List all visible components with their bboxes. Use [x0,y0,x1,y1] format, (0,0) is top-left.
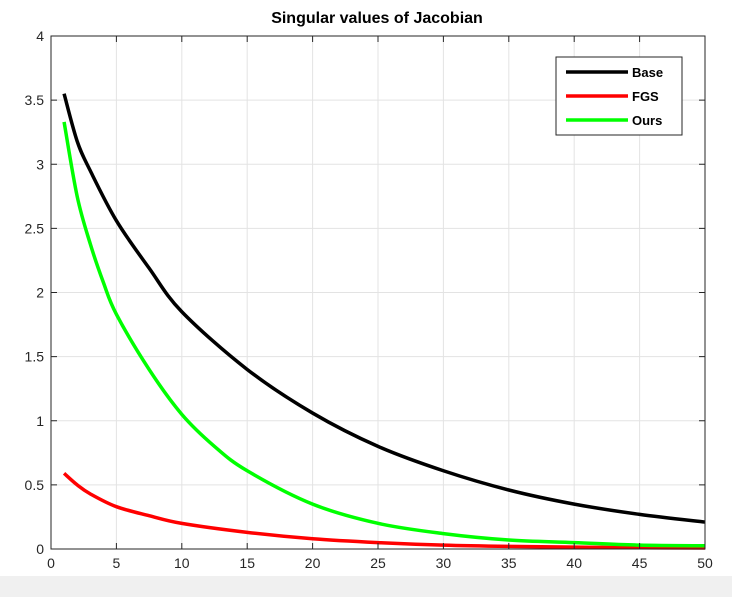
x-tick-label: 45 [632,555,648,571]
x-tick-label: 10 [174,555,190,571]
x-tick-label: 5 [113,555,121,571]
x-tick-label: 40 [566,555,582,571]
x-tick-label: 0 [47,555,55,571]
y-tick-label: 1 [36,413,44,429]
chart-title: Singular values of Jacobian [271,10,483,27]
y-tick-label: 0 [36,541,44,557]
y-tick-label: 0.5 [25,477,45,493]
series-line-ours [62,121,706,548]
y-tick-label: 4 [36,28,44,44]
y-tick-label: 2 [36,285,44,301]
legend: Base FGS Ours [555,56,683,136]
figure-bottom-strip [0,576,732,592]
x-tick-label: 30 [436,555,452,571]
y-tick-label: 3 [36,156,44,172]
x-tick-label: 35 [501,555,517,571]
x-tick-label: 20 [305,555,321,571]
series-line-base [62,93,706,524]
y-tick-label: 2.5 [25,220,45,236]
legend-label-base: Base [632,65,663,80]
x-tick-label: 50 [697,555,713,571]
legend-label-ours: Ours [632,113,662,128]
legend-label-fgs: FGS [632,89,659,104]
x-tick-label: 15 [239,555,255,571]
y-tick-label: 1.5 [25,349,45,365]
ticks: 0 5 10 15 20 25 30 35 40 45 50 0 0.5 1 1.5 2 2.5 3 3.5 4 [25,28,713,571]
y-tick-label: 3.5 [25,92,45,108]
x-tick-label: 25 [370,555,386,571]
